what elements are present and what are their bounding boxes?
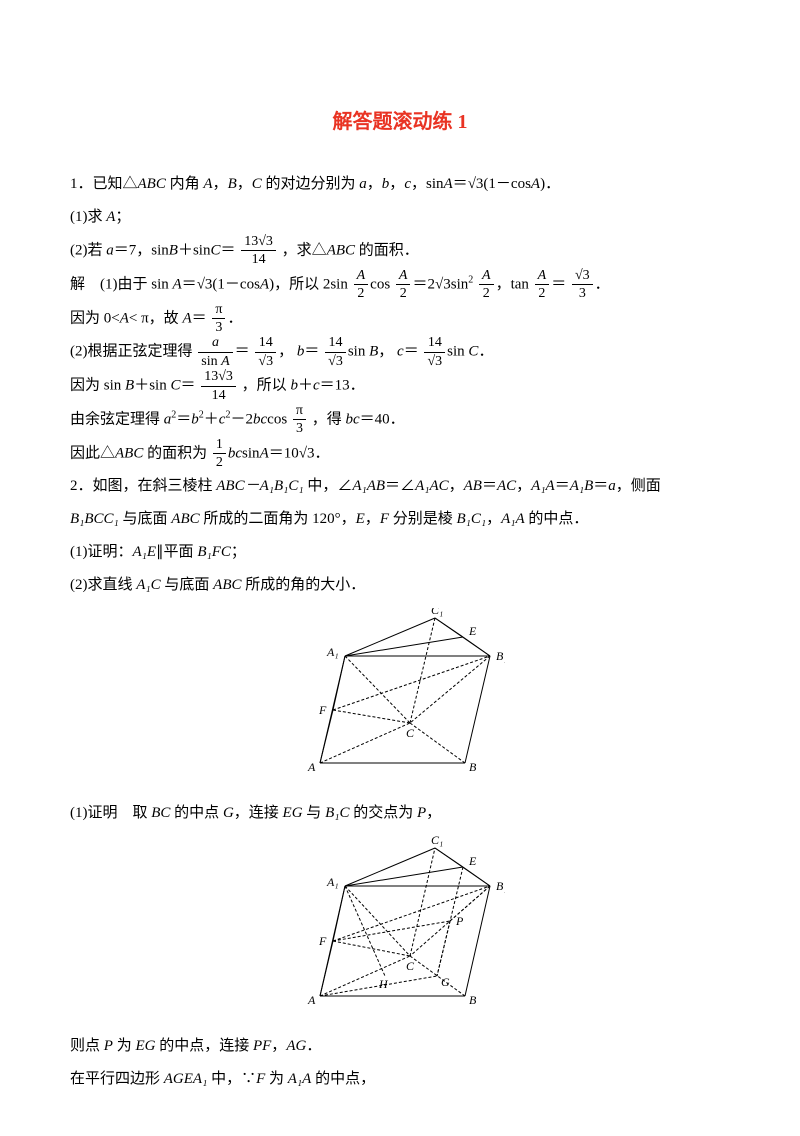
problem-2-stem-2: B₁BCC₁ 与底面 ABC 所成的二面角为 120°，E，F 分别是棱 B₁C… [70,503,730,536]
figure-1: A B C A₁ B₁ C₁ E F [70,608,730,791]
svg-text:A: A [307,993,316,1007]
svg-text:A₁: A₁ [326,645,339,659]
solution-1-2d: 因此△ABC 的面积为 12bcsinA＝10√3． [70,437,730,471]
proof-1-1: (1)证明 取 BC 的中点 G，连接 EG 与 B₁C 的交点为 P， [70,797,730,830]
svg-text:B: B [469,760,477,774]
solution-1-2a: (2)根据正弦定理得 asin A＝ 14√3， b＝ 14√3sin B， c… [70,335,730,369]
solution-1-2b: 因为 sin B＋sin C＝ 13√314 ，所以 b＋c＝13． [70,369,730,403]
solution-1-1b: 因为 0<A< π，故 A＝ π3． [70,302,730,336]
svg-text:H: H [378,977,389,991]
problem-2-stem-1: 2．如图，在斜三棱柱 ABC－A₁B₁C₁ 中，∠A₁AB＝∠A₁AC，AB＝A… [70,470,730,503]
svg-text:F: F [318,703,327,717]
svg-text:P: P [455,914,464,928]
svg-text:F: F [318,934,327,948]
svg-text:E: E [468,624,477,638]
fraction: 13√314 [241,234,276,268]
figure-2: A B C A₁ B₁ C₁ E F G H P [70,836,730,1024]
svg-text:A₁: A₁ [326,875,339,889]
problem-1-q2: (2)若 a＝7，sinB＋sinC＝ 13√314 ，求△ABC 的面积． [70,234,730,268]
solution-1-1: 解 (1)由于 sin A＝√3(1－cosA)，所以 2sin A2cos A… [70,268,730,302]
page-title: 解答题滚动练 1 [70,100,730,144]
svg-text:B: B [469,993,477,1007]
proof-1-3: 在平行四边形 AGEA₁ 中，∵F 为 A₁A 的中点， [70,1063,730,1096]
svg-text:G: G [441,975,450,989]
problem-2-q2: (2)求直线 A₁C 与底面 ABC 所成的角的大小． [70,569,730,602]
svg-text:C₁: C₁ [431,836,443,847]
svg-text:B₁: B₁ [496,879,505,893]
proof-1-2: 则点 P 为 EG 的中点，连接 PF，AG． [70,1030,730,1063]
svg-text:C₁: C₁ [431,608,443,617]
solution-1-2c: 由余弦定理得 a2＝b2＋c2－2bccos π3 ，得 bc＝40． [70,403,730,437]
problem-1-stem: 1．已知△ABC 内角 A，B，C 的对边分别为 a，b，c，sinA＝√3(1… [70,168,730,201]
problem-1-q1: (1)求 A； [70,201,730,234]
svg-text:E: E [468,854,477,868]
svg-text:C: C [406,726,415,740]
svg-text:C: C [406,959,415,973]
svg-text:B₁: B₁ [496,649,505,663]
problem-2-q1: (1)证明：A₁E∥平面 B₁FC； [70,536,730,569]
svg-text:A: A [307,760,316,774]
